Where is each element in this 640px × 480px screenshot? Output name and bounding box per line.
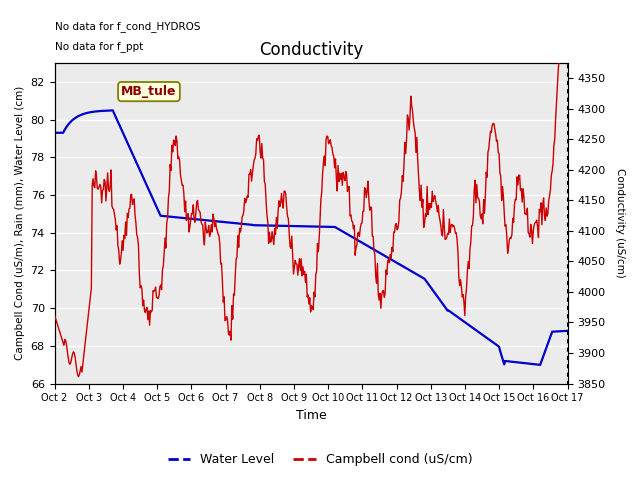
- Text: No data for f_cond_HYDROS: No data for f_cond_HYDROS: [54, 22, 200, 32]
- Y-axis label: Conductivity (uS/cm): Conductivity (uS/cm): [615, 168, 625, 278]
- Legend: Water Level, Campbell cond (uS/cm): Water Level, Campbell cond (uS/cm): [163, 448, 477, 471]
- Text: MB_tule: MB_tule: [121, 85, 177, 98]
- Text: No data for f_ppt: No data for f_ppt: [54, 41, 143, 51]
- X-axis label: Time: Time: [296, 409, 326, 422]
- Y-axis label: Campbell Cond (uS/m), Rain (mm), Water Level (cm): Campbell Cond (uS/m), Rain (mm), Water L…: [15, 86, 25, 360]
- Title: Conductivity: Conductivity: [259, 41, 363, 59]
